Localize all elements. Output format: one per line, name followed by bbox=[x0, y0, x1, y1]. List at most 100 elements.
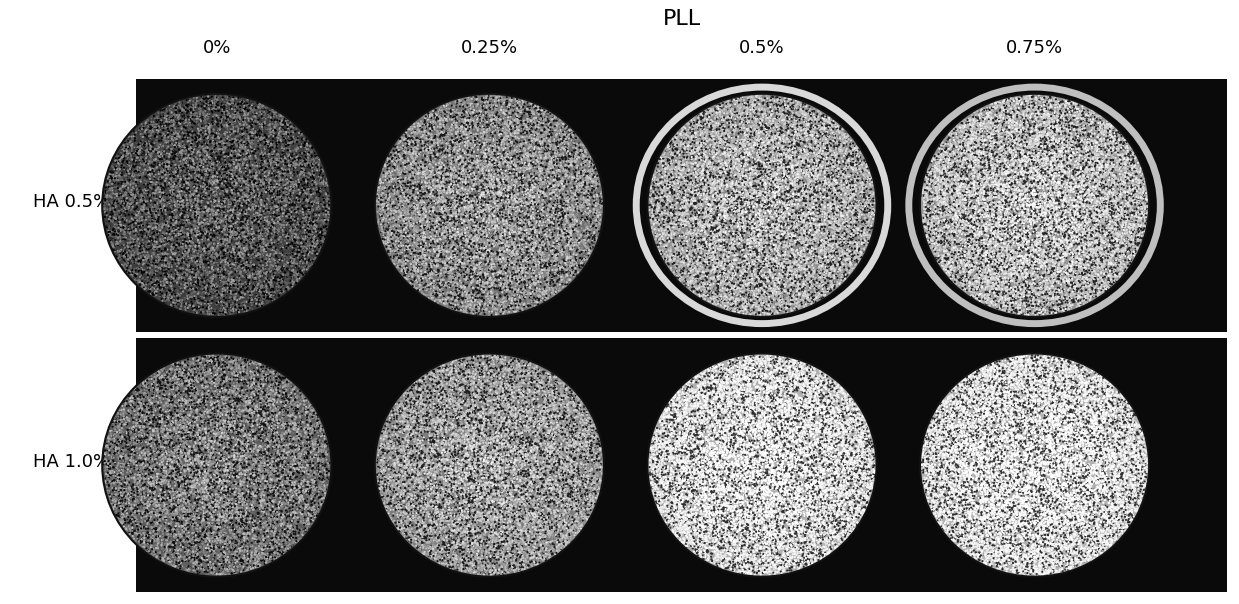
Point bbox=[788, 189, 808, 199]
Point bbox=[221, 265, 240, 275]
Point bbox=[481, 120, 501, 129]
Point bbox=[841, 417, 861, 426]
Point bbox=[378, 175, 398, 185]
Point bbox=[452, 155, 472, 164]
Point bbox=[963, 216, 983, 226]
Point bbox=[300, 472, 320, 482]
Point bbox=[281, 159, 301, 169]
Point bbox=[514, 528, 534, 538]
Point bbox=[446, 208, 466, 217]
Point bbox=[473, 306, 493, 315]
Point bbox=[518, 298, 538, 308]
Point bbox=[1048, 445, 1068, 455]
Point bbox=[404, 187, 424, 197]
Point bbox=[737, 269, 757, 278]
Point bbox=[945, 480, 965, 490]
Point bbox=[227, 184, 247, 194]
Point bbox=[242, 230, 261, 239]
Point bbox=[751, 399, 771, 409]
Point bbox=[971, 281, 991, 291]
Point bbox=[514, 161, 534, 171]
Point bbox=[171, 489, 191, 499]
Point bbox=[524, 123, 544, 133]
Point bbox=[131, 475, 151, 484]
Point bbox=[1043, 201, 1063, 210]
Point bbox=[541, 523, 561, 533]
Point bbox=[116, 427, 136, 437]
Point bbox=[171, 425, 191, 435]
Point bbox=[824, 208, 844, 217]
Point bbox=[750, 104, 769, 114]
Point bbox=[1095, 278, 1115, 288]
Point bbox=[835, 500, 855, 510]
Point bbox=[916, 479, 935, 489]
Point bbox=[758, 479, 778, 489]
Point bbox=[463, 203, 483, 213]
Point bbox=[138, 434, 157, 444]
Point bbox=[196, 130, 216, 140]
Point bbox=[519, 161, 539, 171]
Point bbox=[913, 456, 933, 466]
Point bbox=[487, 250, 507, 260]
Point bbox=[643, 448, 663, 457]
Point bbox=[959, 236, 979, 245]
Point bbox=[444, 205, 463, 214]
Point bbox=[748, 126, 768, 136]
Point bbox=[566, 255, 586, 265]
Point bbox=[156, 412, 176, 422]
Point bbox=[544, 231, 564, 240]
Point bbox=[1105, 411, 1125, 421]
Point bbox=[532, 436, 551, 446]
Point bbox=[753, 510, 773, 520]
Point bbox=[411, 244, 431, 254]
Point bbox=[178, 448, 198, 458]
Point bbox=[1082, 129, 1101, 138]
Point bbox=[456, 251, 476, 260]
Point bbox=[986, 222, 1006, 231]
Point bbox=[1040, 166, 1059, 176]
Point bbox=[545, 181, 565, 190]
Point bbox=[232, 198, 252, 208]
Point bbox=[422, 386, 442, 396]
Point bbox=[470, 277, 489, 286]
Point bbox=[292, 251, 312, 261]
Point bbox=[451, 283, 471, 293]
Point bbox=[524, 108, 544, 117]
Point bbox=[492, 562, 512, 571]
Point bbox=[1031, 132, 1051, 141]
Point bbox=[230, 523, 250, 533]
Point bbox=[800, 167, 820, 177]
Point bbox=[154, 234, 173, 244]
Point bbox=[654, 473, 674, 483]
Point bbox=[551, 249, 571, 259]
Point bbox=[1009, 356, 1028, 365]
Point bbox=[185, 514, 204, 524]
Point bbox=[492, 307, 512, 317]
Point bbox=[715, 233, 735, 243]
Point bbox=[248, 467, 268, 477]
Point bbox=[558, 530, 577, 539]
Point bbox=[1116, 519, 1136, 529]
Point bbox=[761, 549, 781, 559]
Point bbox=[455, 115, 475, 124]
Point bbox=[1097, 214, 1116, 224]
Point bbox=[232, 263, 252, 273]
Point bbox=[461, 128, 481, 138]
Point bbox=[938, 135, 958, 144]
Point bbox=[401, 536, 421, 545]
Point bbox=[841, 514, 861, 524]
Point bbox=[1063, 103, 1083, 113]
Point bbox=[145, 449, 165, 459]
Point bbox=[995, 256, 1015, 266]
Point bbox=[743, 376, 763, 385]
Point bbox=[1001, 131, 1021, 141]
Point bbox=[405, 425, 425, 435]
Point bbox=[933, 501, 953, 511]
Point bbox=[121, 187, 141, 197]
Point bbox=[1009, 124, 1028, 133]
Point bbox=[703, 464, 722, 474]
Point bbox=[789, 303, 809, 313]
Point bbox=[781, 264, 800, 274]
Point bbox=[523, 546, 543, 556]
Point bbox=[919, 187, 939, 196]
